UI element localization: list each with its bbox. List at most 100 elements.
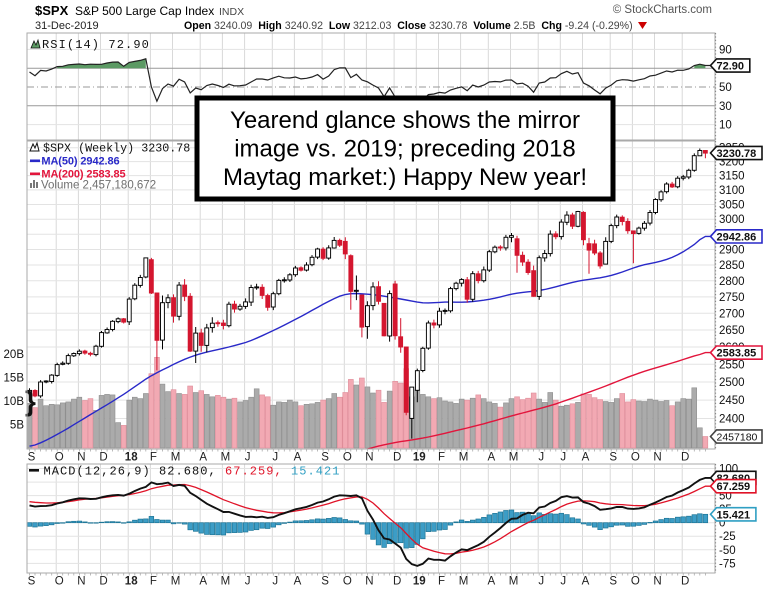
svg-text:N: N xyxy=(365,576,373,588)
svg-text:18: 18 xyxy=(125,452,138,464)
svg-text:D: D xyxy=(99,576,107,588)
svg-text:S&P 500 Large Cap Index: S&P 500 Large Cap Index xyxy=(75,4,214,18)
svg-text:M: M xyxy=(171,452,181,464)
svg-text:M: M xyxy=(221,576,231,588)
svg-text:A: A xyxy=(199,576,207,588)
svg-text:Yearend glance shows the mirro: Yearend glance shows the mirror xyxy=(230,107,580,134)
svg-text:10B: 10B xyxy=(4,396,25,408)
svg-text:D: D xyxy=(99,452,107,464)
svg-text:$SPX (Weekly) 3230.78: $SPX (Weekly) 3230.78 xyxy=(43,142,190,156)
svg-text:J: J xyxy=(272,452,278,464)
svg-text:M: M xyxy=(509,576,519,588)
svg-text:-75: -75 xyxy=(719,558,736,570)
svg-text:2450: 2450 xyxy=(719,395,745,407)
svg-text:A: A xyxy=(487,576,495,588)
svg-text:18: 18 xyxy=(125,576,138,588)
svg-text:D: D xyxy=(393,452,401,464)
svg-text:S: S xyxy=(321,576,329,588)
svg-text:3100: 3100 xyxy=(719,185,745,197)
svg-text:RSI(14) 72.90: RSI(14) 72.90 xyxy=(42,38,150,52)
svg-text:J: J xyxy=(245,576,251,588)
svg-text:2750: 2750 xyxy=(719,292,745,304)
svg-text:$SPX: $SPX xyxy=(35,3,69,18)
svg-text:90: 90 xyxy=(719,44,732,56)
svg-text:S: S xyxy=(28,576,36,588)
svg-text:F: F xyxy=(150,452,157,464)
svg-text:M: M xyxy=(459,576,469,588)
svg-text:D: D xyxy=(393,576,401,588)
svg-text:O: O xyxy=(55,452,64,464)
svg-text:3150: 3150 xyxy=(719,171,745,183)
svg-text:A: A xyxy=(199,452,207,464)
svg-text:J: J xyxy=(538,452,544,464)
svg-text:50: 50 xyxy=(719,491,732,503)
svg-text:MA(50) 2942.86: MA(50) 2942.86 xyxy=(41,156,119,168)
svg-text:N: N xyxy=(77,576,85,588)
svg-text:N: N xyxy=(365,452,373,464)
svg-text:2550: 2550 xyxy=(719,359,745,371)
svg-text:D: D xyxy=(681,576,689,588)
svg-text:30: 30 xyxy=(719,101,732,113)
svg-text:MACD(12,26,9) 82.680, 67.259,: MACD(12,26,9) 82.680, 67.259, 15.421 xyxy=(44,465,341,479)
svg-text:}: } xyxy=(25,386,36,417)
svg-text:A: A xyxy=(582,452,590,464)
svg-text:3000: 3000 xyxy=(719,214,745,226)
svg-text:O: O xyxy=(55,576,64,588)
svg-text:O: O xyxy=(631,576,640,588)
svg-text:J: J xyxy=(245,452,251,464)
svg-text:N: N xyxy=(653,452,661,464)
svg-text:2400: 2400 xyxy=(719,414,745,426)
svg-text:A: A xyxy=(294,452,302,464)
svg-text:0: 0 xyxy=(719,518,725,530)
svg-text:A: A xyxy=(294,576,302,588)
svg-text:72.90: 72.90 xyxy=(717,61,745,73)
svg-text:INDX: INDX xyxy=(219,6,244,18)
svg-text:50: 50 xyxy=(719,82,732,94)
svg-text:2942.86: 2942.86 xyxy=(717,231,757,243)
svg-text:19: 19 xyxy=(413,452,426,464)
svg-text:2800: 2800 xyxy=(719,276,745,288)
svg-text:J: J xyxy=(560,452,566,464)
svg-text:15.421: 15.421 xyxy=(717,509,751,521)
svg-text:D: D xyxy=(681,452,689,464)
svg-text:31-Dec-2019: 31-Dec-2019 xyxy=(35,20,99,32)
svg-text:S: S xyxy=(609,576,617,588)
svg-text:F: F xyxy=(438,576,445,588)
svg-text:20B: 20B xyxy=(4,349,25,361)
svg-text:J: J xyxy=(560,576,566,588)
svg-text:© StockCharts.com: © StockCharts.com xyxy=(613,4,712,16)
svg-text:J: J xyxy=(272,576,278,588)
svg-text:S: S xyxy=(609,452,617,464)
svg-text:2583.85: 2583.85 xyxy=(717,348,757,360)
svg-text:3230.78: 3230.78 xyxy=(717,148,757,160)
svg-text:O: O xyxy=(343,452,352,464)
svg-text:15B: 15B xyxy=(4,373,25,385)
svg-text:2650: 2650 xyxy=(719,325,745,337)
svg-text:Maytag market:) Happy New year: Maytag market:) Happy New year! xyxy=(223,164,587,191)
svg-text:MA(200) 2583.85: MA(200) 2583.85 xyxy=(41,169,125,181)
svg-text:F: F xyxy=(150,576,157,588)
svg-text:5B: 5B xyxy=(10,420,24,432)
svg-text:M: M xyxy=(509,452,519,464)
svg-text:2900: 2900 xyxy=(719,245,745,257)
svg-text:67.259: 67.259 xyxy=(717,481,751,493)
svg-text:19: 19 xyxy=(413,576,426,588)
svg-text:S: S xyxy=(28,452,36,464)
svg-text:O: O xyxy=(343,576,352,588)
svg-text:M: M xyxy=(459,452,469,464)
svg-text:3050: 3050 xyxy=(719,200,745,212)
svg-text:A: A xyxy=(582,576,590,588)
svg-text:image vs. 2019; preceding 2018: image vs. 2019; preceding 2018 xyxy=(234,136,576,163)
svg-text:O: O xyxy=(631,452,640,464)
svg-text:-25: -25 xyxy=(719,531,736,543)
svg-text:M: M xyxy=(171,576,181,588)
svg-text:2500: 2500 xyxy=(719,377,745,389)
svg-text:10: 10 xyxy=(719,120,732,132)
svg-text:2850: 2850 xyxy=(719,260,745,272)
svg-text:M: M xyxy=(221,452,231,464)
svg-text:A: A xyxy=(487,452,495,464)
svg-text:N: N xyxy=(653,576,661,588)
svg-text:S: S xyxy=(321,452,329,464)
svg-text:2457180: 2457180 xyxy=(717,432,758,444)
svg-text:J: J xyxy=(538,576,544,588)
